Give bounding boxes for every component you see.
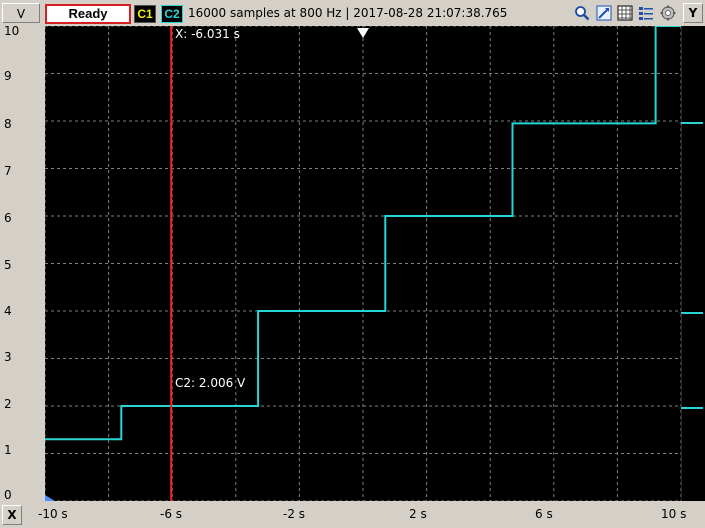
channel1-button[interactable]: C1 [134,5,156,23]
cursor-c2-readout: C2: 2.006 V [175,376,246,390]
x-tick-label: -10 s [38,507,68,521]
y-tick-label: 9 [4,69,12,83]
waveform-svg [45,26,681,501]
y-tick-label: 5 [4,258,12,272]
right-channel-strip [681,26,705,501]
y-tick-label: 3 [4,350,12,364]
y-axis-button[interactable]: Y [683,3,703,23]
x-tick-label: 2 s [409,507,427,521]
x-tick-label: 6 s [535,507,553,521]
y-tick-label: 0 [4,488,12,502]
grid [45,26,681,501]
ready-status-button[interactable]: Ready [45,4,131,24]
plot-area[interactable]: X: -6.031 s C2: 2.006 V [45,26,681,501]
y-tick-label: 4 [4,304,12,318]
trigger-marker-icon [357,28,369,38]
acquisition-status-text: 16000 samples at 800 Hz | 2017-08-28 21:… [188,6,508,20]
vertical-axis-button[interactable]: V [2,3,40,23]
y-tick-label: 2 [4,397,12,411]
list-icon[interactable] [637,4,655,22]
x-tick-label: -6 s [160,507,183,521]
x-tick-label: -2 s [283,507,306,521]
y-tick-label: 6 [4,211,12,225]
y-tick-label: 8 [4,117,12,131]
channel2-button[interactable]: C2 [161,5,183,23]
y-tick-label: 10 [4,24,20,38]
zoom-icon[interactable] [573,4,591,22]
trace [45,26,681,441]
cursor-x-readout: X: -6.031 s [175,27,240,41]
toolbar: V Ready C1 C2 16000 samples at 800 Hz | … [0,0,705,26]
grid-icon[interactable] [616,4,634,22]
waveform-trace [45,26,681,441]
probe-icon[interactable] [595,4,613,22]
origin-marker-icon [45,495,55,501]
y-tick-label: 7 [4,164,12,178]
settings-icon[interactable] [659,4,677,22]
y-tick-label: 1 [4,443,12,457]
x-axis-button[interactable]: X [2,505,22,525]
x-tick-label: 10 s [661,507,687,521]
